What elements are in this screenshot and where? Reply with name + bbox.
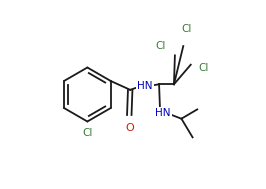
Text: HN: HN — [137, 81, 153, 91]
Text: HN: HN — [155, 108, 171, 118]
Text: Cl: Cl — [82, 128, 93, 138]
Text: Cl: Cl — [155, 41, 166, 51]
Text: Cl: Cl — [182, 24, 192, 34]
Text: O: O — [125, 123, 134, 133]
Text: Cl: Cl — [198, 64, 209, 74]
